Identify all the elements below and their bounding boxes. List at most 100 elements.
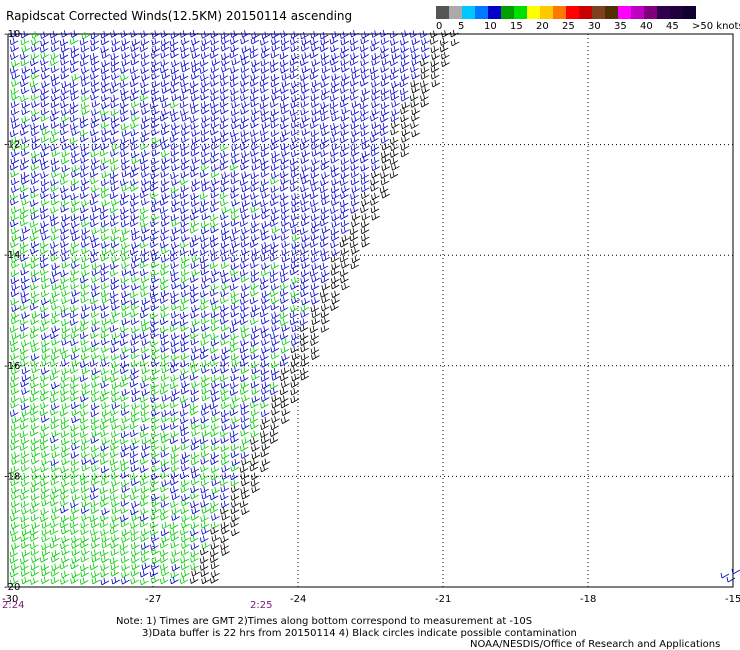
wind-barb xyxy=(410,100,419,108)
wind-barb xyxy=(200,107,210,115)
wind-barb xyxy=(170,332,180,340)
wind-barb xyxy=(120,297,130,306)
wind-barb xyxy=(200,521,210,529)
wind-barb xyxy=(220,485,230,493)
wind-barb xyxy=(301,241,310,249)
wind-barb xyxy=(21,198,30,206)
wind-barb xyxy=(279,134,289,143)
wind-barb xyxy=(240,156,250,165)
wind-barb xyxy=(231,528,240,537)
wind-barb xyxy=(100,274,110,283)
wind-barb xyxy=(40,58,49,66)
wind-barb xyxy=(70,30,80,38)
wind-barb xyxy=(151,59,160,67)
wind-barbs xyxy=(9,29,460,586)
wind-barb xyxy=(139,457,149,465)
wind-barb xyxy=(380,177,390,186)
wind-barb xyxy=(269,289,279,297)
wind-barb xyxy=(180,457,190,465)
wind-barb xyxy=(281,149,290,157)
wind-barb xyxy=(19,247,29,255)
wind-barb xyxy=(30,569,39,577)
wind-barb xyxy=(160,255,170,263)
wind-barb xyxy=(169,521,179,530)
wind-barb xyxy=(101,114,110,122)
wind-barb xyxy=(291,135,300,144)
wind-barb xyxy=(40,479,49,487)
wind-barb xyxy=(130,192,139,201)
wind-barb xyxy=(60,100,69,109)
wind-barb xyxy=(101,472,110,480)
wind-barb xyxy=(210,323,220,332)
wind-barb xyxy=(90,331,99,339)
wind-barb xyxy=(140,52,150,60)
wind-barb xyxy=(291,352,301,361)
wind-barb xyxy=(179,311,189,320)
wind-barb xyxy=(61,338,70,346)
wind-barb xyxy=(251,366,260,375)
wind-barb xyxy=(349,37,359,46)
wind-barb xyxy=(310,255,320,263)
wind-barb xyxy=(109,262,119,270)
wind-barb xyxy=(121,415,130,424)
wind-barb xyxy=(171,129,180,137)
wind-barb xyxy=(160,38,170,47)
wind-barb xyxy=(181,493,190,502)
wind-barb xyxy=(310,282,320,291)
wind-barb xyxy=(100,478,110,486)
wind-barb xyxy=(170,464,180,473)
wind-barb xyxy=(80,311,90,319)
wind-barb xyxy=(300,100,310,108)
wind-barb xyxy=(199,59,209,67)
wind-barb xyxy=(20,450,30,459)
wind-barb xyxy=(161,71,171,80)
wind-barb xyxy=(149,101,159,110)
wind-barb xyxy=(171,241,180,250)
wind-barb xyxy=(261,206,270,214)
wind-barb xyxy=(151,457,160,466)
wind-barb xyxy=(360,164,369,172)
wind-barb xyxy=(279,359,289,367)
wind-barb xyxy=(91,268,101,277)
wind-barb xyxy=(61,359,70,367)
wind-barb xyxy=(129,450,139,459)
wind-barb xyxy=(171,444,181,452)
wind-barb xyxy=(21,121,30,130)
wind-barb xyxy=(20,500,30,508)
wind-barb xyxy=(179,409,189,417)
wind-barb xyxy=(31,114,40,122)
wind-barb xyxy=(260,66,270,74)
wind-barb xyxy=(330,107,339,116)
wind-barb xyxy=(450,38,460,47)
wind-barb xyxy=(31,450,40,458)
wind-barb xyxy=(131,437,140,445)
wind-barb xyxy=(111,121,120,129)
wind-barb xyxy=(309,121,319,129)
wind-barb xyxy=(39,122,49,131)
wind-barb xyxy=(130,206,139,214)
wind-barb xyxy=(190,143,200,151)
wind-barb xyxy=(210,30,219,39)
wind-barb xyxy=(91,394,100,403)
wind-barb xyxy=(110,562,120,571)
wind-barb xyxy=(40,576,50,585)
wind-barb xyxy=(330,268,340,276)
wind-barb xyxy=(51,430,61,438)
wind-barb xyxy=(121,58,131,67)
wind-barb xyxy=(90,388,100,396)
wind-barb xyxy=(299,324,309,332)
wind-barb xyxy=(291,234,301,242)
wind-barb xyxy=(310,233,320,241)
wind-barb xyxy=(200,199,210,207)
wind-barb xyxy=(20,37,30,46)
wind-barb xyxy=(49,527,59,536)
wind-barb xyxy=(60,304,69,313)
wind-barb xyxy=(190,199,200,207)
wind-barb xyxy=(141,562,151,570)
wind-barb xyxy=(40,367,50,375)
wind-barb xyxy=(726,576,736,583)
wind-barb xyxy=(89,197,99,206)
wind-barb xyxy=(170,430,179,438)
wind-barb xyxy=(121,51,130,60)
wind-barb xyxy=(220,37,230,45)
